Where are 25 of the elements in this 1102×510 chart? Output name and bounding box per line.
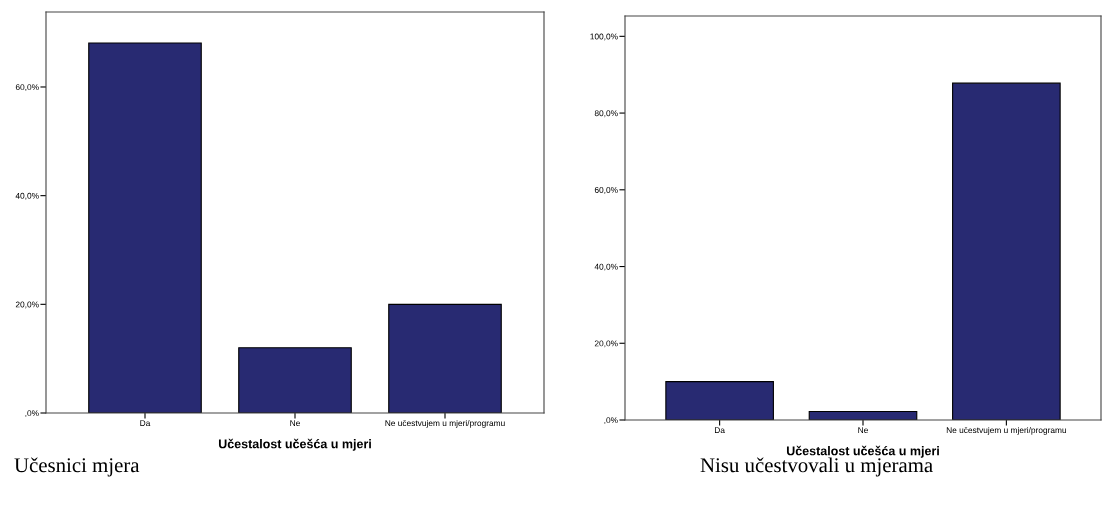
y-tick-label: ,0% [604,417,618,425]
y-tick-label: 20,0% [15,301,39,309]
x-tick-label: Da [140,420,151,427]
y-tick-label: 40,0% [594,263,618,271]
bar [952,82,1061,420]
x-tick-label: Da [714,427,725,434]
x-tick-label: Ne [858,427,868,434]
text: Učesnici mjera [14,457,140,477]
y-tick-label: 100,0% [590,33,618,41]
bar [665,381,774,420]
bar [88,42,202,413]
x-axis-title: Učestalost učešća u mjeri [218,438,371,451]
x-tick-label: Ne učestvujem u mjeri/programu [385,419,505,428]
text: Nisu učestvovali u mjerama [700,457,933,477]
y-tick-label: 40,0% [15,192,39,200]
y-tick-label: ,0% [25,410,39,418]
x-tick-label: Ne [290,420,300,427]
bar [238,347,352,413]
x-tick-label: Ne učestvujem u mjeri/programu [946,426,1067,435]
bar [388,303,502,413]
y-tick-label: 20,0% [594,340,618,348]
y-tick-label: 60,0% [594,187,618,194]
y-tick-label: 80,0% [594,110,618,118]
y-tick-label: 60,0% [15,84,39,92]
x-axis-title: Učestalost učešća u mjeri [786,445,939,458]
